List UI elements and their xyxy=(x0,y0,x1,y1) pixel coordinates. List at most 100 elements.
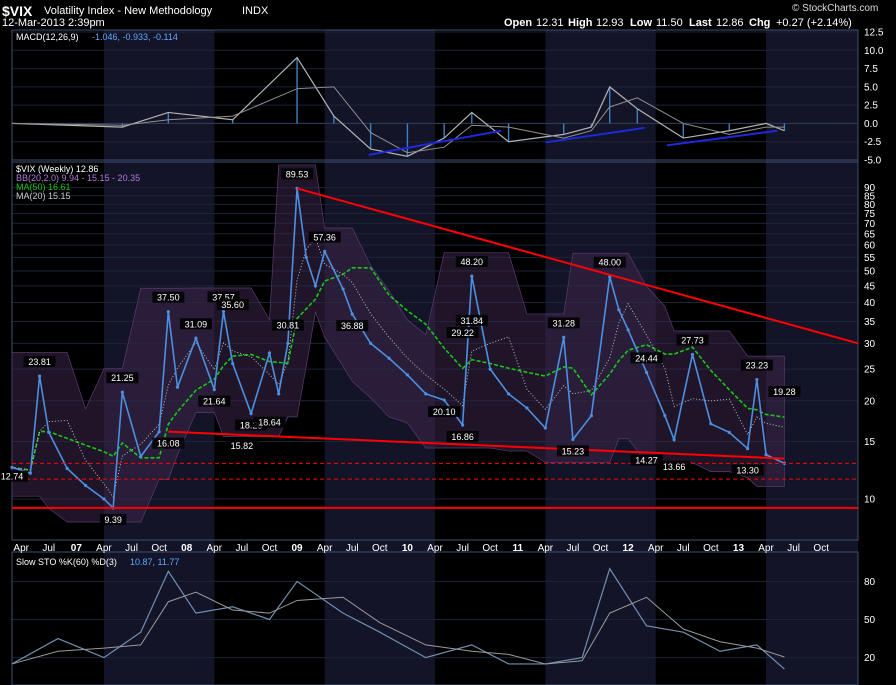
price-tick-label: 45 xyxy=(864,281,876,292)
price-legend-entry: MA(50) 16.61 xyxy=(16,182,71,192)
price-tick-label: 80 xyxy=(864,200,876,211)
annotation-label: 35.60 xyxy=(221,300,244,310)
annotation-label: 12.74 xyxy=(1,472,24,482)
sto-legend-values: 10.87, 11.77 xyxy=(130,557,179,567)
annotation-label: 37.50 xyxy=(157,293,180,303)
ma50-line xyxy=(11,267,785,472)
annotation-box xyxy=(446,430,479,442)
sto-tick-label: 50 xyxy=(864,615,876,626)
annotation-box xyxy=(225,439,258,451)
annotation-label: 15.23 xyxy=(562,446,585,456)
annotation-label: 14.27 xyxy=(635,456,658,466)
vix-data-point xyxy=(405,373,410,377)
annotation-box xyxy=(428,406,461,418)
price-tick-label: 35 xyxy=(864,317,876,328)
price-tick-label: 30 xyxy=(864,339,876,350)
annotation-box xyxy=(547,317,580,329)
sto-k-line xyxy=(11,567,785,670)
vix-data-point xyxy=(221,309,226,314)
annotation-label: 19.28 xyxy=(773,387,796,397)
price-tick-label: 55 xyxy=(864,253,876,264)
vix-data-point xyxy=(571,437,575,441)
annotation-label: 36.88 xyxy=(341,321,364,331)
annotation-box xyxy=(658,460,691,472)
vix-data-point xyxy=(525,406,529,410)
macd-legend-label: MACD(12,26,9) xyxy=(16,32,79,42)
annotation-label: 18.64 xyxy=(258,418,281,428)
price-tick-label: 75 xyxy=(864,209,876,220)
price-tick-label: 60 xyxy=(864,241,876,252)
x-axis-label: Jul xyxy=(677,543,690,554)
vix-data-point xyxy=(249,411,253,416)
bollinger-band xyxy=(11,164,785,523)
vix-data-point xyxy=(313,284,318,288)
x-axis-label: 08 xyxy=(181,543,193,554)
x-axis-label: 10 xyxy=(402,543,414,554)
annotation-box xyxy=(740,359,773,371)
annotation-box xyxy=(271,319,304,331)
x-axis-label: Apr xyxy=(648,543,664,554)
vix-data-point xyxy=(102,497,106,501)
x-axis-label: Apr xyxy=(538,543,554,554)
annotation-label: 37.57 xyxy=(212,292,235,302)
annotation-label: 24.44 xyxy=(635,353,658,363)
annotation-box xyxy=(630,454,663,466)
vix-data-point xyxy=(543,426,547,430)
x-axis-label: Apr xyxy=(13,543,29,554)
macd-tick-label: -2.5 xyxy=(864,137,882,148)
annotation-label: 48.00 xyxy=(598,258,621,268)
annotation-label: 16.86 xyxy=(451,432,474,442)
macd-trendline xyxy=(368,129,502,156)
vix-data-point xyxy=(672,438,676,442)
macd-trendline xyxy=(666,129,778,147)
annotation-box xyxy=(179,318,212,330)
x-axis-label: Oct xyxy=(262,543,278,554)
annotation-box xyxy=(0,470,28,482)
sto-tick-label: 80 xyxy=(864,577,876,588)
x-axis-label: 07 xyxy=(71,543,83,554)
macd-panel-frame xyxy=(11,29,859,163)
annotation-box xyxy=(768,385,801,397)
vix-data-point xyxy=(626,328,630,332)
x-axis-label: Apr xyxy=(427,543,443,554)
vix-data-point xyxy=(350,312,354,316)
vix-data-point xyxy=(175,385,180,389)
annotation-label: 16.08 xyxy=(157,439,180,449)
annotation-box xyxy=(106,372,139,384)
x-axis-label: Jul xyxy=(42,543,55,554)
vix-data-point xyxy=(120,390,124,394)
low-label: Low xyxy=(630,17,652,29)
annotation-label: 29.22 xyxy=(451,328,474,338)
vix-data-point xyxy=(267,351,272,355)
macd-legend-values: -1.046, -0.933, -0.114 xyxy=(92,32,178,42)
annotation-label: 48.20 xyxy=(461,257,484,267)
annotation-box xyxy=(253,416,286,428)
annotation-box xyxy=(216,299,249,311)
annotation-label: 21.25 xyxy=(111,373,134,383)
header-date: 12-Mar-2013 2:39pm xyxy=(2,17,105,29)
sto-legend-label: Slow STO %K(60) %D(3) xyxy=(16,557,117,567)
chg-label: Chg xyxy=(749,17,771,29)
vix-data-point xyxy=(709,422,713,426)
vix-data-point xyxy=(387,356,391,360)
high-label: High xyxy=(568,17,593,29)
annotation-label: 13.66 xyxy=(663,462,686,472)
vix-data-point xyxy=(755,377,759,382)
chg-value: +0.27 (+2.14%) xyxy=(776,17,852,29)
annotation-box xyxy=(336,320,369,332)
price-tick-label: 25 xyxy=(864,365,876,376)
annotation-label: 31.28 xyxy=(552,318,575,328)
x-axis-label: Jul xyxy=(235,543,248,554)
header-symbol: $VIX xyxy=(2,3,33,19)
annotation-label: 31.84 xyxy=(461,316,484,326)
vix-data-point xyxy=(589,414,593,418)
macd-tick-label: 0.0 xyxy=(864,119,878,130)
sto-tick-label: 20 xyxy=(864,653,876,664)
watermark: © StockCharts.com xyxy=(792,3,879,14)
x-axis-label: 13 xyxy=(733,543,745,554)
x-axis-label: Jul xyxy=(567,543,580,554)
annotation-box xyxy=(152,291,185,303)
macd-tick-label: 7.5 xyxy=(864,64,878,75)
x-axis-label: Oct xyxy=(813,543,829,554)
